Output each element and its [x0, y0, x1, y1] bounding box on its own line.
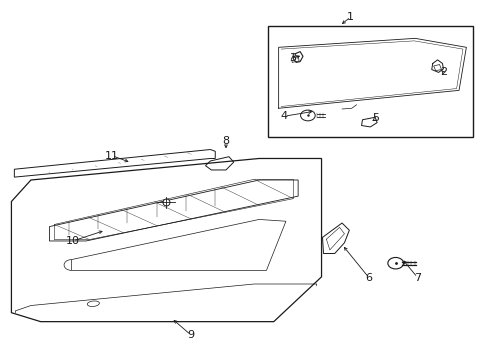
Text: 2: 2 — [439, 67, 446, 77]
Text: 3: 3 — [288, 53, 295, 63]
Text: 8: 8 — [222, 136, 229, 146]
Text: 7: 7 — [413, 273, 420, 283]
Text: 6: 6 — [365, 273, 371, 283]
Text: 5: 5 — [372, 113, 379, 123]
Text: 11: 11 — [104, 150, 119, 161]
Text: 4: 4 — [280, 111, 287, 121]
Text: 9: 9 — [187, 330, 194, 340]
Text: 1: 1 — [346, 12, 354, 22]
Bar — [267, 26, 472, 137]
Text: 10: 10 — [66, 236, 80, 246]
